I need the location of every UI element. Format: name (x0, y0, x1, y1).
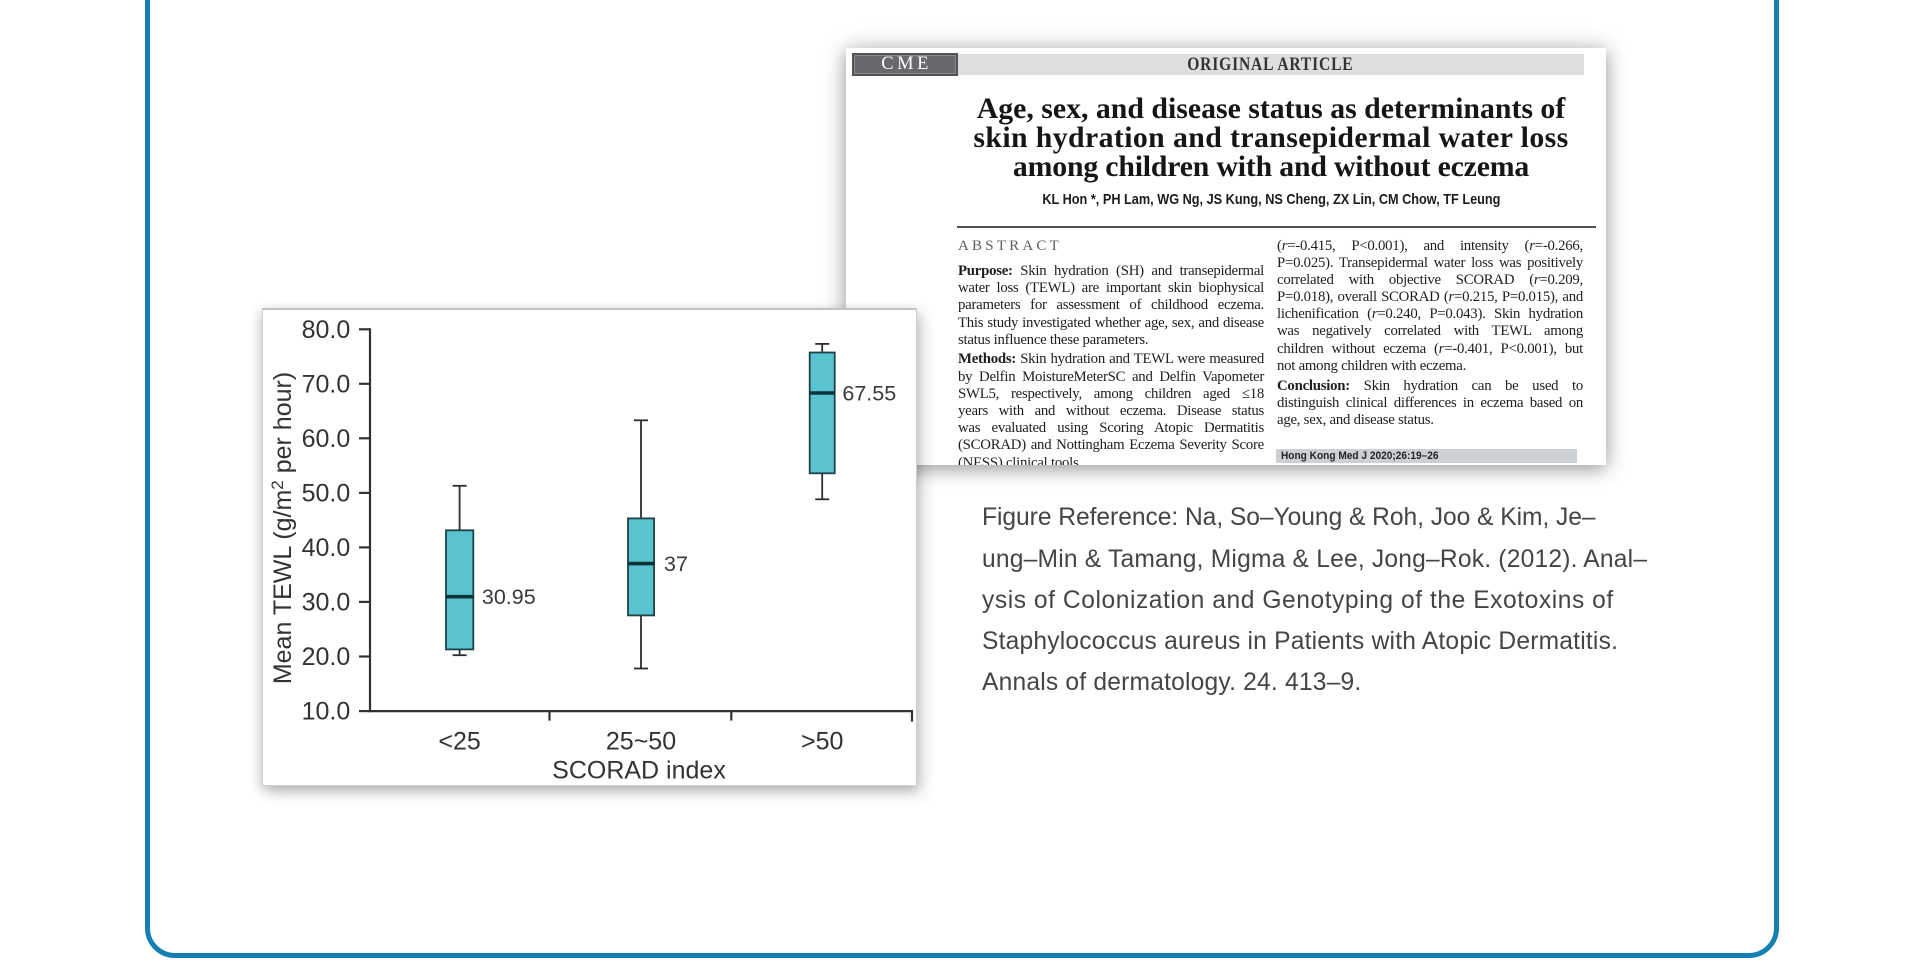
svg-text:67.55: 67.55 (842, 382, 896, 406)
svg-text:>50: >50 (801, 728, 843, 756)
svg-text:<25: <25 (438, 728, 480, 756)
svg-text:20.0: 20.0 (302, 643, 351, 671)
svg-text:30.95: 30.95 (482, 585, 536, 609)
svg-text:SCORAD index: SCORAD index (552, 757, 726, 785)
svg-text:80.0: 80.0 (302, 316, 351, 344)
svg-text:60.0: 60.0 (302, 425, 351, 453)
svg-text:70.0: 70.0 (302, 370, 351, 398)
svg-text:50.0: 50.0 (302, 479, 351, 507)
svg-text:25~50: 25~50 (606, 728, 676, 756)
svg-text:10.0: 10.0 (302, 698, 351, 726)
svg-text:37: 37 (664, 552, 688, 576)
svg-text:Mean TEWL (g/m2 per hour): Mean TEWL (g/m2 per hour) (268, 372, 297, 684)
svg-text:40.0: 40.0 (302, 534, 351, 562)
svg-text:30.0: 30.0 (302, 588, 351, 616)
